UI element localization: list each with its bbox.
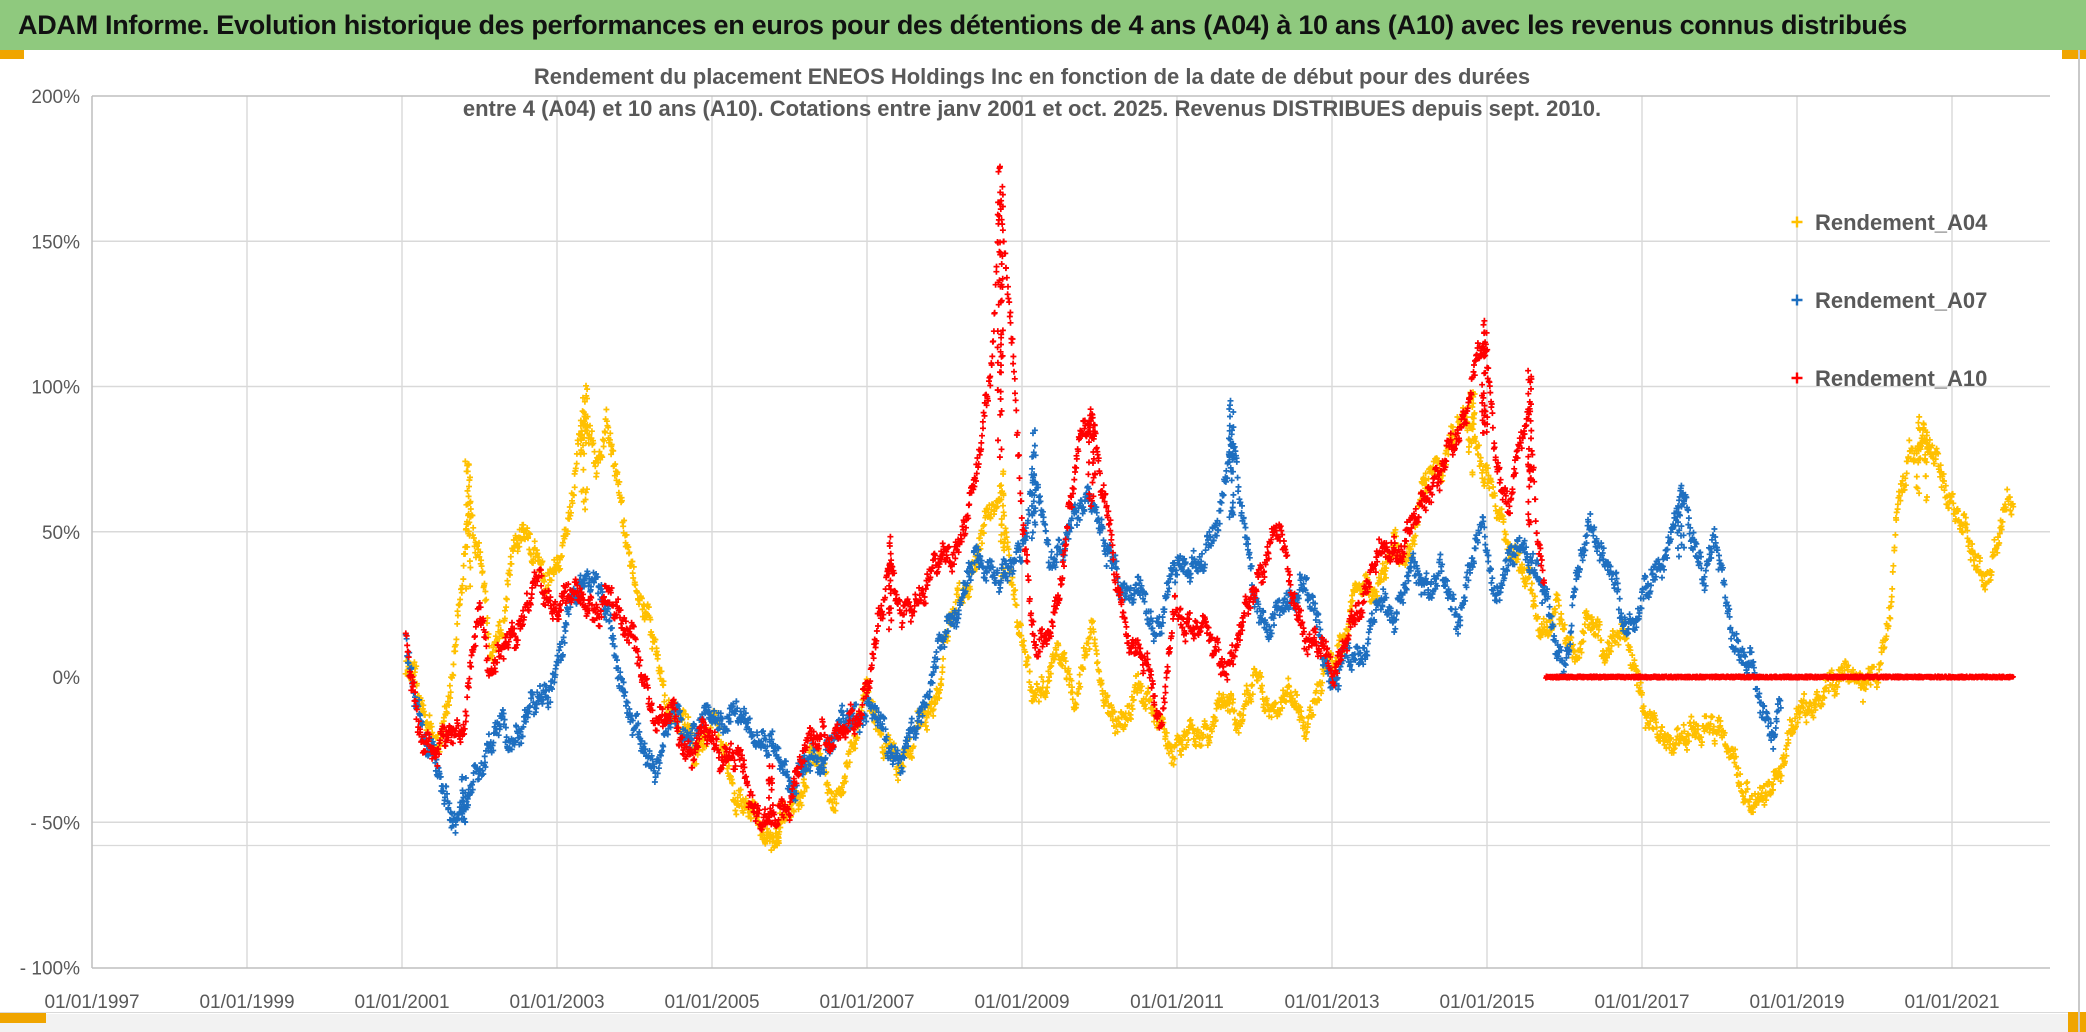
legend-marker-icon — [1791, 294, 1803, 306]
axis-labels: 200% 150% 100% 50% 0% - 50% - 100% 01/01/1997 01… — [20, 87, 2000, 1013]
legend-marker-icon — [1791, 372, 1803, 384]
x-tick-label-2011: 01/01/2011 — [1130, 992, 1224, 1013]
chart-legend: Rendement_A04 Rendement_A07 Rendement_A10 — [1791, 210, 1989, 391]
legend-item-rendement_a07[interactable]: Rendement_A07 — [1791, 288, 1988, 313]
legend-item-rendement_a04[interactable]: Rendement_A04 — [1791, 210, 1989, 235]
chart-title-line1: Rendement du placement ENEOS Holdings In… — [534, 64, 1530, 89]
y-tick-label-0: 0% — [53, 668, 81, 689]
x-tick-label-2007: 01/01/2007 — [819, 992, 914, 1013]
x-tick-label-2013: 01/01/2013 — [1284, 992, 1379, 1013]
y-tick-label--50: - 50% — [30, 813, 80, 834]
gridlines — [91, 95, 2050, 969]
series-flat-zero-line-rendement_a10 — [1543, 673, 2016, 681]
y-tick-label--100: - 100% — [20, 959, 80, 980]
y-tick-label-150: 150% — [31, 232, 80, 253]
y-tick-label-100: 100% — [31, 378, 80, 399]
x-tick-label-2003: 01/01/2003 — [509, 992, 604, 1013]
x-tick-label-2015: 01/01/2015 — [1439, 992, 1534, 1013]
legend-item-rendement_a10[interactable]: Rendement_A10 — [1791, 366, 1988, 391]
x-tick-label-2021: 01/01/2021 — [1904, 992, 1999, 1013]
accent-square-bottom-left — [0, 1013, 46, 1023]
accent-square-top-right — [2062, 50, 2086, 59]
x-tick-label-1999: 01/01/1999 — [199, 992, 294, 1013]
bottom-strip — [0, 1014, 2086, 1032]
legend-label: Rendement_A10 — [1815, 366, 1987, 391]
x-tick-label-2005: 01/01/2005 — [664, 992, 759, 1013]
y-tick-label-200: 200% — [31, 87, 80, 108]
window-right-border — [2078, 50, 2080, 1032]
accent-square-bottom-right — [2068, 1012, 2086, 1032]
x-tick-label-2017: 01/01/2017 — [1594, 992, 1689, 1013]
legend-label: Rendement_A07 — [1815, 288, 1987, 313]
header-title: ADAM Informe. Evolution historique des p… — [18, 9, 1908, 40]
y-tick-label-50: 50% — [42, 523, 80, 544]
legend-marker-icon — [1791, 216, 1803, 228]
accent-square-top-left — [0, 50, 24, 59]
x-tick-label-2001: 01/01/2001 — [354, 992, 449, 1013]
legend-label: Rendement_A04 — [1815, 210, 1988, 235]
series-points-rendement_a04 — [402, 382, 2017, 854]
x-tick-label-2019: 01/01/2019 — [1749, 992, 1844, 1013]
chart-title-line2: entre 4 (A04) et 10 ans (A10). Cotations… — [463, 96, 1601, 121]
divider-line — [0, 1012, 2086, 1013]
x-tick-label-2009: 01/01/2009 — [974, 992, 1069, 1013]
header-bar: ADAM Informe. Evolution historique des p… — [0, 0, 2086, 50]
series-points-rendement_a10 — [402, 163, 1547, 833]
x-tick-label-1997: 01/01/1997 — [44, 992, 139, 1013]
data-series-layer — [402, 163, 2017, 854]
